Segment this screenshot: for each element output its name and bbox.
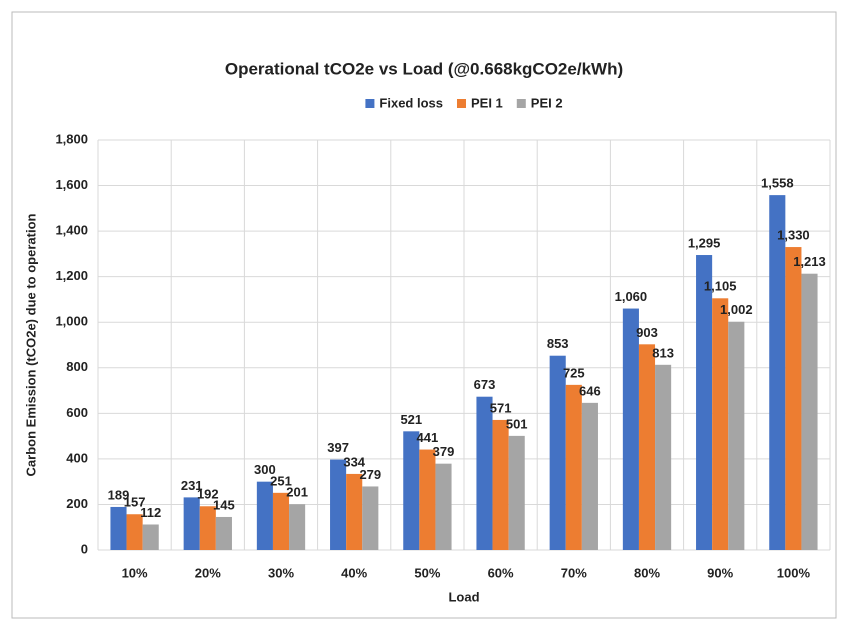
- legend-swatch: [516, 99, 526, 108]
- data-label: 189: [108, 487, 130, 502]
- data-label: 903: [636, 325, 658, 340]
- y-tick-label: 0: [81, 541, 88, 556]
- bar: [435, 463, 452, 550]
- bar: [476, 396, 493, 550]
- data-label: 441: [417, 430, 439, 445]
- data-label: 201: [286, 485, 308, 500]
- data-label: 300: [254, 462, 276, 477]
- legend-label: Fixed loss: [379, 95, 443, 110]
- bar: [549, 355, 566, 550]
- data-label: 521: [400, 412, 422, 427]
- bar: [419, 449, 436, 550]
- data-label: 725: [563, 365, 585, 380]
- bar: [403, 431, 420, 550]
- bar: [622, 308, 639, 550]
- data-label: 145: [213, 497, 235, 512]
- y-tick-label: 1,400: [55, 223, 88, 238]
- legend-label: PEI 1: [471, 95, 503, 110]
- x-tick-label: 50%: [414, 565, 440, 580]
- bar: [330, 459, 347, 550]
- x-tick-label: 40%: [341, 565, 367, 580]
- y-tick-label: 1,600: [55, 177, 88, 192]
- bar: [801, 273, 818, 550]
- data-label: 813: [652, 345, 674, 360]
- x-tick-label: 20%: [195, 565, 221, 580]
- bar: [215, 516, 232, 550]
- x-tick-label: 10%: [122, 565, 148, 580]
- x-tick-label: 30%: [268, 565, 294, 580]
- bar: [638, 344, 656, 550]
- data-label: 1,105: [704, 279, 737, 294]
- bar: [272, 492, 290, 550]
- bar: [492, 419, 509, 550]
- x-tick-label: 70%: [561, 565, 587, 580]
- legend-label: PEI 2: [531, 95, 563, 110]
- y-tick-label: 400: [66, 450, 88, 465]
- data-label: 379: [433, 444, 455, 459]
- data-label: 279: [359, 467, 381, 482]
- data-label: 334: [343, 454, 365, 469]
- bar: [289, 504, 306, 550]
- y-tick-label: 200: [66, 496, 88, 511]
- bar: [712, 298, 729, 550]
- data-label: 646: [579, 383, 601, 398]
- data-label: 112: [140, 505, 161, 520]
- bar: [728, 321, 745, 550]
- bar: [142, 524, 159, 550]
- bar: [769, 195, 786, 550]
- y-axis-label: Carbon Emission (tCO2e) due to operation: [23, 213, 38, 476]
- legend-swatch: [365, 99, 375, 108]
- data-label: 192: [197, 487, 219, 502]
- data-label: 571: [490, 400, 512, 415]
- bar: [256, 481, 273, 550]
- bar: [565, 384, 582, 550]
- bar: [110, 506, 127, 550]
- bar: [696, 255, 713, 550]
- data-label: 1,295: [688, 235, 721, 250]
- data-label: 501: [506, 416, 528, 431]
- bar: [581, 402, 598, 550]
- y-tick-label: 1,800: [55, 131, 88, 146]
- chart-title: Operational tCO2e vs Load (@0.668kgCO2e/…: [225, 59, 623, 78]
- y-tick-label: 800: [66, 359, 88, 374]
- y-tick-label: 1,000: [55, 314, 88, 329]
- data-label: 251: [270, 473, 292, 488]
- data-label: 1,060: [615, 289, 648, 304]
- data-label: 853: [547, 336, 569, 351]
- x-tick-label: 100%: [777, 565, 811, 580]
- bar: [508, 435, 525, 550]
- bar: [655, 364, 672, 550]
- data-label: 397: [327, 440, 349, 455]
- x-tick-label: 60%: [488, 565, 514, 580]
- data-label: 231: [181, 478, 203, 493]
- bar: [199, 506, 216, 550]
- bar: [346, 473, 363, 550]
- legend-swatch: [456, 99, 466, 108]
- x-axis-label: Load: [448, 589, 479, 604]
- y-tick-label: 600: [66, 405, 88, 420]
- bar: [785, 247, 802, 551]
- data-label: 1,558: [761, 176, 794, 191]
- data-label: 157: [124, 495, 146, 510]
- data-label: 673: [474, 377, 496, 392]
- bar: [126, 514, 143, 550]
- x-tick-label: 90%: [707, 565, 733, 580]
- data-label: 1,002: [720, 302, 753, 317]
- data-label: 1,330: [777, 227, 810, 242]
- data-label: 1,213: [793, 254, 826, 269]
- bar: [183, 497, 200, 550]
- bar: [362, 486, 379, 550]
- x-tick-label: 80%: [634, 565, 660, 580]
- y-tick-label: 1,200: [55, 268, 88, 283]
